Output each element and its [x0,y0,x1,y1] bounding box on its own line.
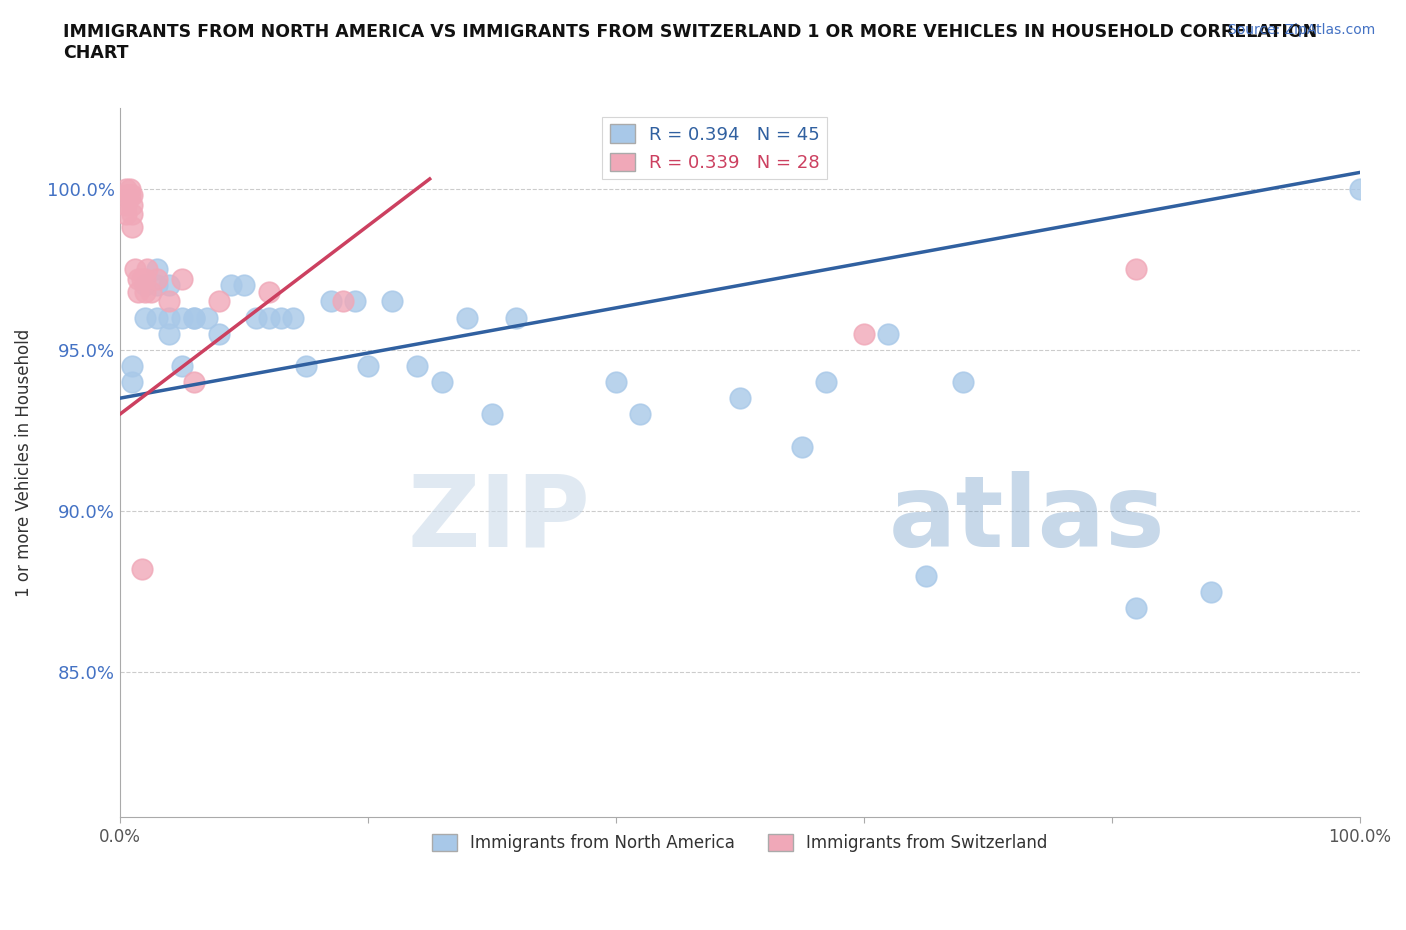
Point [294,359,316,374]
Point [121,197,143,212]
Point [157,278,180,293]
Point [257,285,280,299]
Y-axis label: 1 or more Vehicles in Household: 1 or more Vehicles in Household [15,328,32,597]
Point [115,188,138,203]
Point [1125,261,1147,276]
Text: IMMIGRANTS FROM NORTH AMERICA VS IMMIGRANTS FROM SWITZERLAND 1 OR MORE VEHICLES : IMMIGRANTS FROM NORTH AMERICA VS IMMIGRA… [63,23,1317,62]
Point [221,278,243,293]
Point [208,294,231,309]
Point [121,207,143,222]
Point [183,311,205,325]
Point [157,294,180,309]
Point [1199,584,1222,599]
Point [332,294,354,309]
Point [146,278,169,293]
Point [134,278,156,293]
Point [1348,181,1371,196]
Point [121,359,143,374]
Point [127,272,149,286]
Point [121,219,143,234]
Point [344,294,367,309]
Point [195,311,218,325]
Point [115,181,138,196]
Point [170,359,193,374]
Point [127,285,149,299]
Point [131,562,153,577]
Legend: Immigrants from North America, Immigrants from Switzerland: Immigrants from North America, Immigrant… [425,827,1054,858]
Point [952,375,974,390]
Point [257,311,280,325]
Point [183,311,205,325]
Point [157,311,180,325]
Point [121,188,143,203]
Point [430,375,453,390]
Point [157,326,180,341]
Point [170,272,193,286]
Point [914,568,936,583]
Text: Source: ZipAtlas.com: Source: ZipAtlas.com [1227,23,1375,37]
Point [134,272,156,286]
Point [115,197,138,212]
Point [381,294,404,309]
Point [1125,601,1147,616]
Point [124,261,146,276]
Point [877,326,900,341]
Point [245,311,267,325]
Point [456,311,478,325]
Point [505,311,527,325]
Point [790,439,813,454]
Point [121,375,143,390]
Point [146,311,169,325]
Point [183,375,205,390]
Point [208,326,231,341]
Point [319,294,342,309]
Point [728,391,751,405]
Point [270,311,292,325]
Point [481,407,503,422]
Point [115,207,138,222]
Point [136,261,159,276]
Point [118,188,141,203]
Point [134,285,156,299]
Point [605,375,627,390]
Point [232,278,254,293]
Point [283,311,305,325]
Point [815,375,838,390]
Point [852,326,875,341]
Point [139,285,162,299]
Point [146,272,169,286]
Point [170,311,193,325]
Text: atlas: atlas [889,471,1166,568]
Point [406,359,429,374]
Text: ZIP: ZIP [408,471,591,568]
Point [146,261,169,276]
Point [630,407,652,422]
Point [357,359,380,374]
Point [118,181,141,196]
Point [134,311,156,325]
Point [131,272,153,286]
